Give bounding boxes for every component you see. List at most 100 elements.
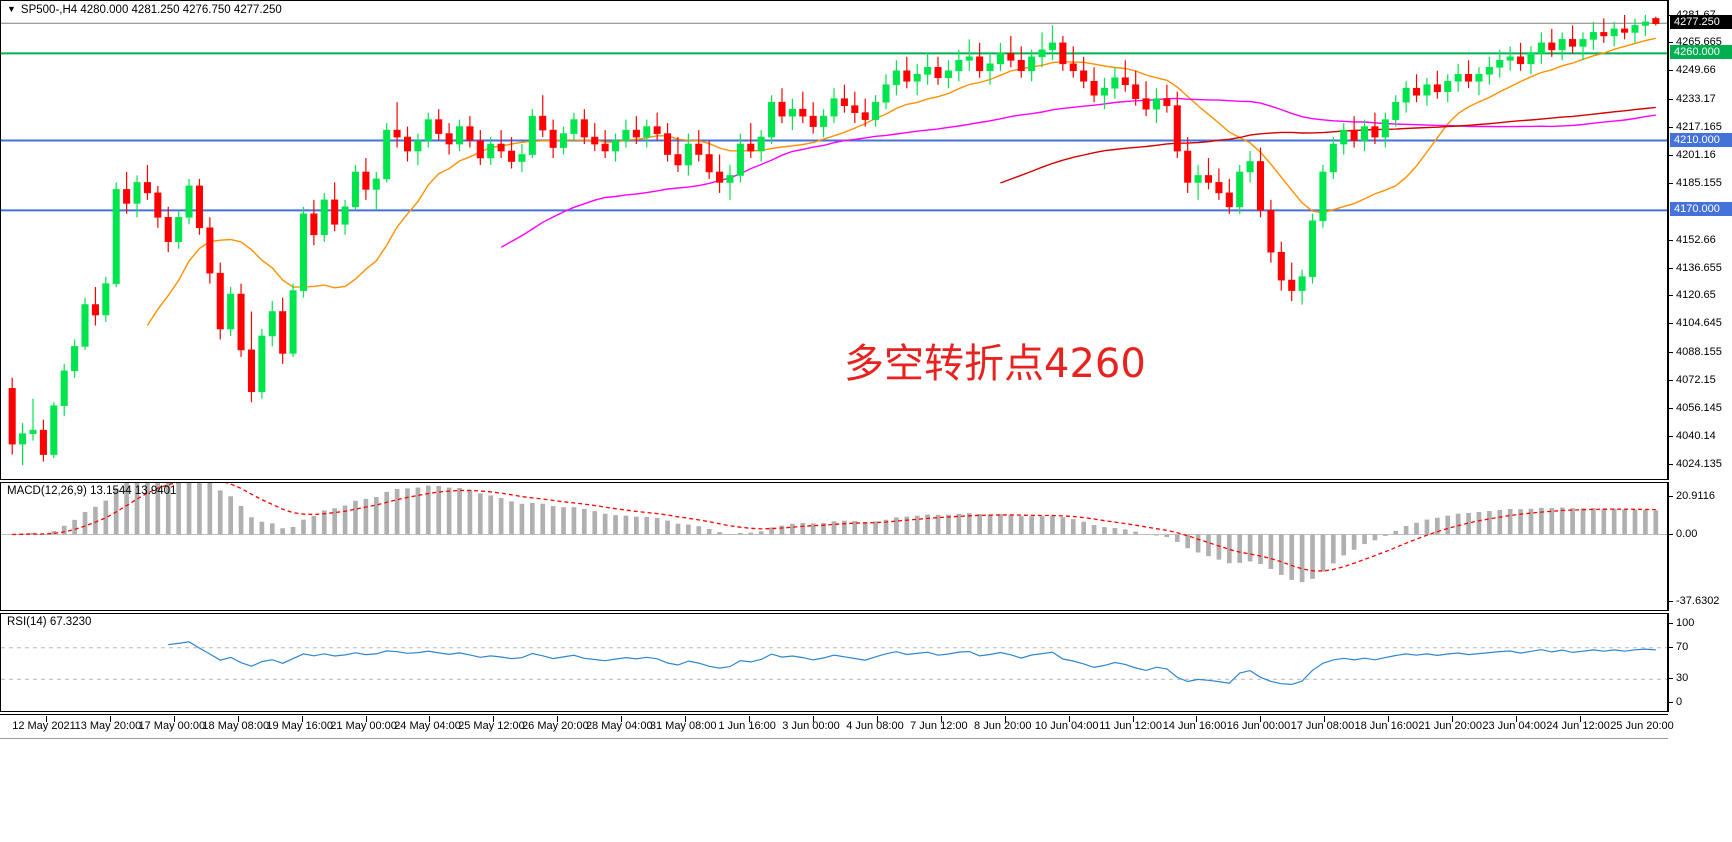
macd-tick: 20.9116 [1669, 490, 1715, 502]
price-axis-scale[interactable]: 4281.674265.6654249.664233.174217.165420… [1668, 0, 1732, 480]
time-axis-separator [1580, 716, 1581, 722]
time-axis-label: 11 Jun 12:00 [1099, 720, 1163, 732]
rsi-tick-label: 0 [1676, 696, 1683, 708]
time-axis-separator [1388, 716, 1390, 722]
time-axis-label: 21 May 00:00 [330, 720, 397, 732]
time-axis-label: 10 Jun 04:00 [1034, 720, 1099, 732]
time-axis-label: 12 May 2021 [12, 720, 76, 732]
time-axis-label: 8 Jun 20:00 [974, 720, 1032, 732]
price-tick-label: 4201.16 [1676, 148, 1716, 161]
macd-tick-mark [1669, 533, 1673, 535]
time-axis-label: 14 Jun 16:00 [1162, 720, 1227, 732]
price-tick-mark [1669, 323, 1673, 325]
current-price-tag[interactable]: 4277.250 [1670, 15, 1732, 30]
time-axis[interactable]: 12 May 2021 13 May 20:00 17 May 00:00 18 Ma… [0, 714, 1732, 842]
time-axis-label: 17 Jun 08:00 [1290, 720, 1355, 732]
time-axis-label: 23 Jun 04:00 [1482, 720, 1546, 732]
price-tick-label: 4088.155 [1676, 346, 1722, 359]
price-tick-label: 4056.145 [1676, 401, 1722, 414]
rsi-tick-mark [1669, 646, 1673, 648]
rsi-plot-area[interactable] [1, 614, 1667, 711]
rsi-tick-label: 70 [1676, 640, 1689, 653]
price-tick-mark [1669, 99, 1673, 101]
chart-annotation-text: 多空转折点4260 [844, 341, 1146, 387]
price-tick: 4136.655 [1669, 262, 1722, 274]
rsi-axis-scale[interactable]: 100 70 30 0 [1668, 613, 1732, 712]
support-price-tag-4170[interactable]: 4170.000 [1670, 202, 1732, 217]
time-axis-label: 18 Jun 16:00 [1354, 720, 1419, 732]
time-axis-label: 25 May 12:00 [458, 720, 525, 732]
price-tick-mark [1669, 42, 1673, 44]
time-axis-label: 13 May 20:00 [74, 720, 142, 732]
rsi-tick: 70 [1669, 641, 1688, 653]
time-axis-separator [493, 716, 495, 722]
price-plot-area[interactable] [1, 1, 1667, 479]
macd-tick-label: -37.6302 [1676, 595, 1720, 607]
price-tick-mark [1669, 154, 1673, 156]
time-axis-separator [812, 716, 814, 722]
time-axis-label: 25 Jun 20:00 [1610, 720, 1674, 732]
macd-tick-label: 20.9116 [1676, 490, 1715, 502]
price-tick-mark [1669, 463, 1673, 465]
time-axis-separator [1452, 716, 1454, 722]
symbol-header-text: SP500-,H4 4280.000 4281.250 4276.750 427… [20, 4, 282, 16]
resistance-price-tag[interactable]: 4260.000 [1670, 45, 1732, 60]
price-tick-mark [1669, 127, 1673, 129]
support-price-tag-4210[interactable]: 4210.000 [1670, 132, 1732, 147]
time-axis-label: 21 Jun 20:00 [1418, 720, 1483, 732]
symbol-header: ▼ SP500-,H4 4280.000 4281.250 4276.750 42… [7, 4, 282, 16]
price-tick: 4056.145 [1669, 402, 1722, 414]
rsi-tick-mark [1669, 623, 1673, 624]
rsi-series-layer [1, 641, 1667, 686]
price-tick-label: 4040.14 [1676, 429, 1716, 442]
price-tick: 4120.65 [1669, 289, 1716, 301]
macd-panel[interactable]: MACD(12,26,9) 13.1544 13.9401 [0, 482, 1668, 611]
time-axis-label: 1 Jun 16:00 [718, 720, 776, 732]
time-axis-label: 26 May 20:00 [522, 720, 589, 732]
price-tick-label: 4072.15 [1676, 374, 1716, 387]
macd-tick: 0.00 [1669, 528, 1697, 540]
price-tick-mark [1669, 380, 1673, 382]
price-tick-mark [1669, 70, 1673, 72]
time-axis-label: 16 Jun 00:00 [1226, 720, 1291, 732]
time-axis-label: 3 Jun 00:00 [782, 720, 840, 732]
macd-tick: -37.6302 [1669, 595, 1719, 607]
price-tick-mark [1669, 267, 1673, 269]
price-tick: 4185.155 [1669, 177, 1722, 189]
macd-plot-area[interactable] [1, 483, 1667, 610]
price-tick-label: 4120.65 [1676, 289, 1716, 302]
time-axis-separator [557, 716, 559, 722]
price-tick-label: 4217.165 [1676, 121, 1722, 134]
time-axis-separator [365, 716, 367, 722]
price-tick: 4104.645 [1669, 317, 1722, 329]
price-tick-label: 4136.655 [1676, 261, 1722, 274]
price-tick-mark [1669, 407, 1673, 409]
macd-axis-scale[interactable]: 20.9116 0.00 -37.6302 [1668, 482, 1732, 611]
time-axis-separator [876, 716, 878, 722]
price-tick-mark [1669, 239, 1673, 241]
time-axis-separator [940, 716, 942, 722]
time-axis-separator [621, 716, 623, 722]
price-tick-label: 4233.17 [1676, 93, 1716, 106]
time-axis-separator [1004, 716, 1006, 722]
rsi-tick-label: 30 [1676, 672, 1689, 685]
triangle-down-icon[interactable]: ▼ [7, 4, 16, 14]
price-tick-mark [1669, 435, 1673, 437]
time-axis-separator [685, 716, 687, 722]
price-tick-mark [1669, 182, 1673, 184]
price-tick-label: 4185.155 [1676, 176, 1722, 189]
price-tick: 4201.16 [1669, 149, 1716, 161]
price-tick: 4152.66 [1669, 234, 1716, 246]
rsi-panel[interactable]: RSI(14) 67.3230 [0, 613, 1668, 712]
time-axis-separator [173, 716, 175, 722]
price-tick-mark [1669, 352, 1673, 354]
price-chart-panel[interactable]: ▼ SP500-,H4 4280.000 4281.250 4276.750 42… [0, 0, 1668, 480]
time-axis-label: 24 Jun 12:00 [1546, 720, 1610, 732]
price-tick: 4040.14 [1669, 430, 1716, 442]
time-axis-separator [237, 716, 239, 722]
price-tick-label: 4249.66 [1676, 64, 1716, 77]
time-axis-label: 4 Jun 08:00 [846, 720, 904, 732]
macd-indicator-label: MACD(12,26,9) 13.1544 13.9401 [7, 485, 177, 497]
price-tick-label: 4152.66 [1676, 233, 1716, 246]
